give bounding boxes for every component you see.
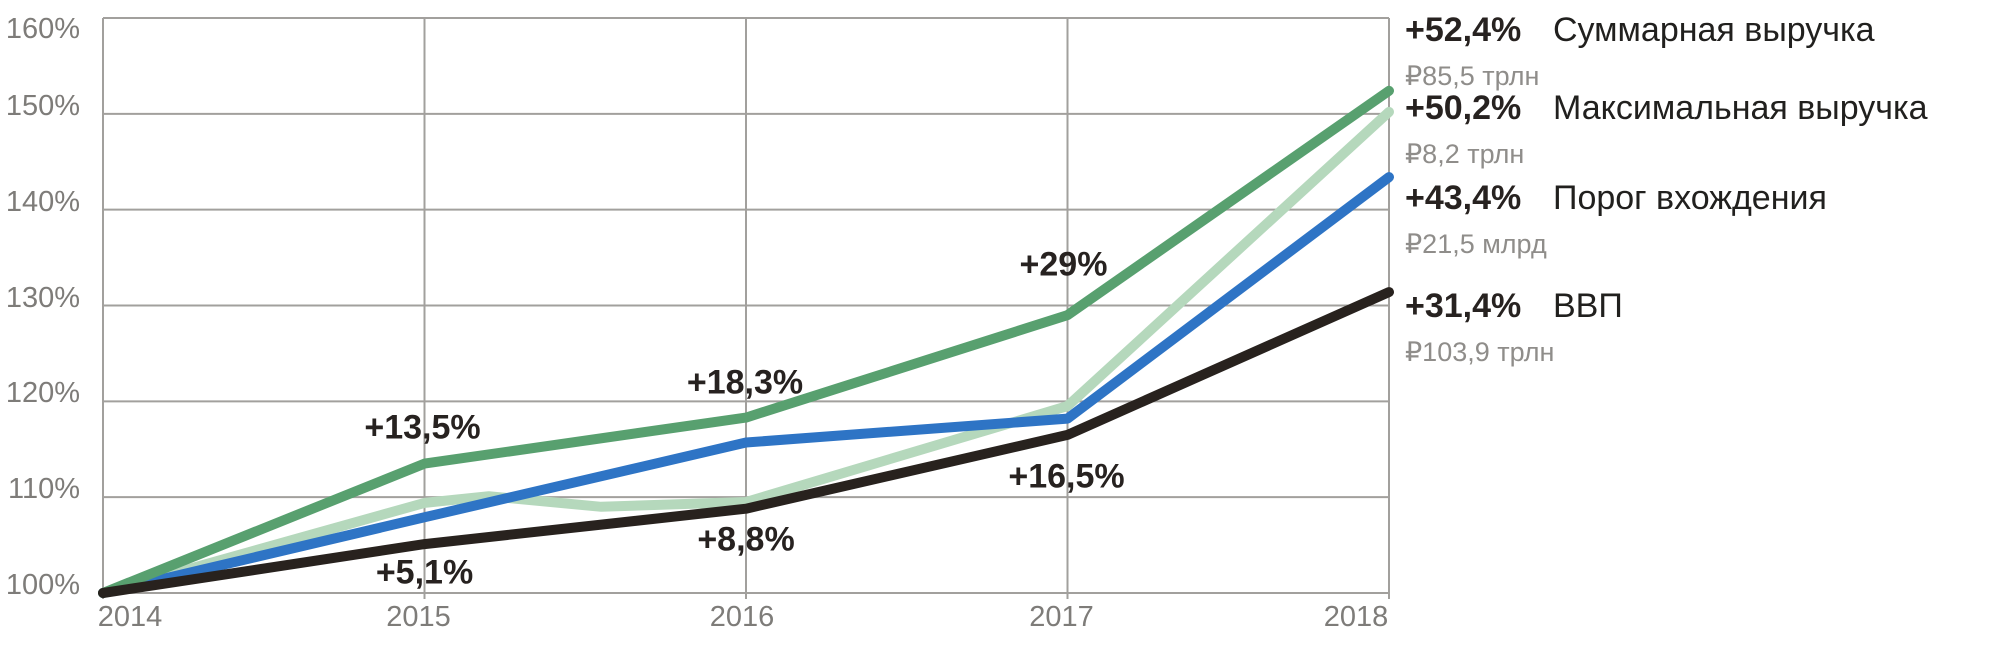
x-axis-tick-label: 2016 — [709, 601, 775, 633]
legend-absolute-value: ₽8,2 трлн — [1405, 139, 1525, 169]
legend-series-name: ВВП — [1553, 287, 1623, 325]
legend-row: +43,4% Порог вхождения ₽21,5 млрд — [1405, 178, 1827, 258]
legend-absolute-value: ₽85,5 трлн — [1405, 61, 1540, 91]
data-point-annotation: +16,5% — [1008, 457, 1125, 496]
series-line-entry-threshold — [98, 172, 1394, 598]
y-axis-tick-label: 160% — [5, 12, 80, 45]
y-axis-tick-label: 150% — [5, 89, 80, 122]
legend-row: +50,2% Максимальная выручка ₽8,2 трлн — [1405, 88, 1928, 168]
y-axis-tick-label: 140% — [5, 185, 80, 218]
legend-row: +31,4% ВВП ₽103,9 трлн — [1405, 286, 1623, 366]
legend-absolute-value: ₽21,5 млрд — [1405, 229, 1547, 259]
series-line-max-revenue — [98, 106, 1394, 598]
y-axis-tick-label: 120% — [5, 377, 80, 410]
legend-change-value: +43,4% — [1405, 179, 1522, 217]
legend-change-value: +52,4% — [1405, 11, 1522, 49]
data-point-annotation: +29% — [1019, 245, 1108, 284]
legend-row-headline: +31,4% ВВП — [1405, 286, 1623, 333]
legend-absolute-value: ₽103,9 трлн — [1405, 337, 1555, 367]
data-point-annotation: +18,3% — [686, 363, 804, 402]
data-point-annotation: +5,1% — [375, 553, 474, 592]
legend-change-value: +31,4% — [1405, 287, 1522, 325]
x-axis-tick-label: 2018 — [1323, 601, 1389, 633]
legend-row: +52,4% Суммарная выручка ₽85,5 трлн — [1405, 10, 1875, 90]
legend-row-headline: +43,4% Порог вхождения — [1405, 178, 1827, 225]
data-point-annotation: +8,8% — [697, 520, 795, 559]
x-axis-tick-label: 2014 — [97, 601, 163, 633]
y-axis-tick-label: 100% — [5, 569, 80, 601]
y-axis-tick-label: 130% — [5, 281, 80, 314]
legend-series-name: Суммарная выручка — [1553, 11, 1875, 49]
series-line-gdp — [98, 287, 1394, 598]
legend-change-value: +50,2% — [1405, 89, 1522, 127]
legend-series-name: Порог вхождения — [1553, 179, 1827, 217]
x-axis-tick-label: 2015 — [386, 601, 451, 633]
legend-series-name: Максимальная выручка — [1553, 89, 1928, 127]
series-line-total-revenue — [98, 85, 1394, 598]
x-axis-tick-label: 2017 — [1029, 601, 1094, 633]
legend-row-headline: +52,4% Суммарная выручка — [1405, 10, 1875, 57]
legend-row-headline: +50,2% Максимальная выручка — [1405, 88, 1928, 135]
data-point-annotation: +13,5% — [364, 408, 481, 447]
chart-legend: +52,4% Суммарная выручка ₽85,5 трлн +50,2% М… — [1405, 0, 2015, 655]
y-axis-tick-label: 110% — [7, 473, 80, 506]
